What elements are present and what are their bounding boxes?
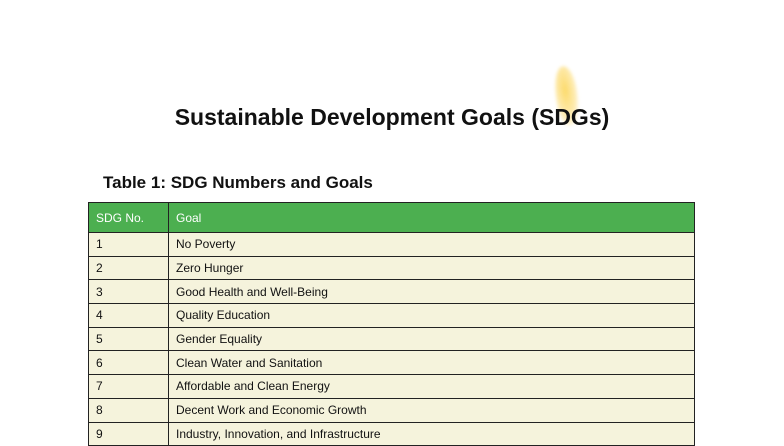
sdg-number-cell: 3 xyxy=(88,279,169,305)
goal-cell: Affordable and Clean Energy xyxy=(168,374,695,399)
goal-cell: Zero Hunger xyxy=(168,255,695,281)
table-row: 1 No Poverty xyxy=(88,232,695,257)
table-row: 9 Industry, Innovation, and Infrastructur… xyxy=(88,421,695,446)
goal-cell: Good Health and Well-Being xyxy=(168,279,695,305)
sdg-number-cell: 6 xyxy=(88,350,169,376)
goal-cell: Gender Equality xyxy=(168,326,695,352)
goal-cell: Industry, Innovation, and Infrastructure xyxy=(168,421,695,446)
table-row: 7 Affordable and Clean Energy xyxy=(88,374,695,399)
sdg-number-cell: 2 xyxy=(88,255,169,281)
table-header-row: SDG No. Goal xyxy=(88,202,695,233)
header-sdg-no: SDG No. xyxy=(88,202,169,233)
sdg-number-cell: 1 xyxy=(88,232,169,257)
goal-cell: Clean Water and Sanitation xyxy=(168,350,695,376)
sdg-number-cell: 7 xyxy=(88,374,169,399)
table-row: 3 Good Health and Well-Being xyxy=(88,279,695,305)
header-goal: Goal xyxy=(168,202,695,233)
sdg-number-cell: 8 xyxy=(88,397,169,423)
table-caption: Table 1: SDG Numbers and Goals xyxy=(103,173,373,192)
table-row: 4 Quality Education xyxy=(88,303,695,328)
table-row: 2 Zero Hunger xyxy=(88,255,695,281)
sdg-number-cell: 5 xyxy=(88,326,169,352)
goal-cell: No Poverty xyxy=(168,232,695,257)
sdg-number-cell: 9 xyxy=(88,421,169,446)
goal-cell: Quality Education xyxy=(168,303,695,328)
table-row: 6 Clean Water and Sanitation xyxy=(88,350,695,376)
goal-cell: Decent Work and Economic Growth xyxy=(168,397,695,423)
page-title: Sustainable Development Goals (SDGs) xyxy=(174,104,610,130)
table-row: 8 Decent Work and Economic Growth xyxy=(88,397,695,423)
sdg-number-cell: 4 xyxy=(88,303,169,328)
sdg-table: SDG No. Goal 1 No Poverty 2 Zero Hunger 3 Goo… xyxy=(88,202,695,446)
table-row: 5 Gender Equality xyxy=(88,326,695,352)
